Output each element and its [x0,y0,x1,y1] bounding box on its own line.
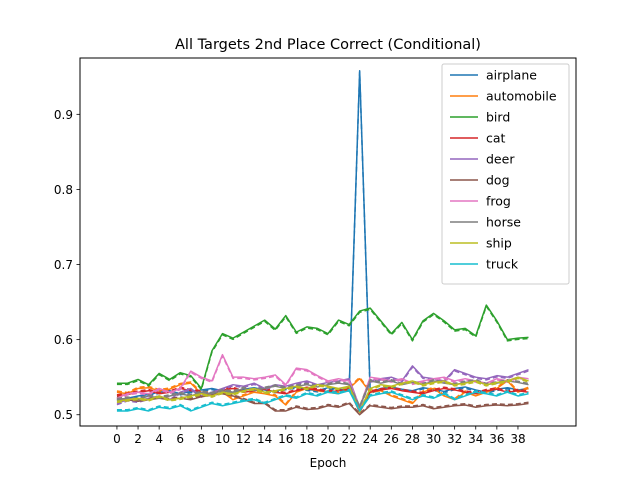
series-line-dog [116,392,529,416]
x-tick-label: 30 [426,432,441,446]
y-tick-label: 0.5 [54,408,73,422]
x-tick-label: 32 [447,432,462,446]
legend-label-truck: truck [486,257,519,272]
series-line-frog [116,353,529,408]
x-tick-label: 10 [215,432,230,446]
series-line-truck [116,389,529,412]
legend-label-automobile: automobile [486,89,557,104]
x-tick-label: 2 [134,432,142,446]
series-line-bird [116,304,529,390]
x-tick-label: 38 [510,432,525,446]
x-tick-label: 6 [176,432,184,446]
series-line-dashed-frog [116,355,529,410]
y-tick-label: 0.9 [54,108,73,122]
series-line-dashed-horse [116,378,529,407]
chart-title: All Targets 2nd Place Correct (Condition… [175,37,481,53]
legend-label-dog: dog [486,173,510,188]
legend-box [441,63,570,285]
x-tick-label: 24 [363,432,378,446]
x-tick-label: 8 [198,432,206,446]
y-tick-label: 0.6 [54,333,73,347]
legend-label-frog: frog [486,194,511,209]
legend-label-cat: cat [486,131,506,146]
x-tick-label: 26 [384,432,399,446]
y-tick-label: 0.7 [54,258,73,272]
x-axis-title: Epoch [310,456,347,470]
series-line-dashed-truck [116,388,529,411]
series-line-dashed-cat [116,386,529,413]
legend-label-bird: bird [486,110,510,125]
x-tick-label: 16 [278,432,293,446]
legend-label-horse: horse [486,215,521,230]
legend-label-airplane: airplane [486,68,537,83]
legend: airplane automobile bird cat deer dog frog hors… [441,63,570,285]
x-tick-label: 14 [257,432,272,446]
legend-label-ship: ship [486,236,512,251]
x-tick-label: 12 [236,432,251,446]
x-tick-label: 34 [468,432,483,446]
series-line-dashed-dog [116,391,529,415]
y-axis: 0.5 0.6 0.7 0.8 0.9 [54,108,80,422]
y-tick-label: 0.8 [54,183,73,197]
x-tick-label: 4 [155,432,163,446]
x-tick-label: 36 [489,432,504,446]
x-tick-label: 0 [113,432,121,446]
series-line-dashed-ship [116,377,529,413]
x-tick-label: 20 [320,432,335,446]
series-line-deer [116,365,529,408]
legend-label-deer: deer [486,152,515,167]
x-tick-label: 28 [405,432,420,446]
x-axis: 0 2 4 6 8 10 12 14 16 18 20 22 24 26 28 30 32 34 36 38 [113,426,526,446]
series-line-ship [116,376,529,412]
x-tick-label: 22 [341,432,356,446]
series-layer [116,70,529,416]
x-tick-label: 18 [299,432,314,446]
